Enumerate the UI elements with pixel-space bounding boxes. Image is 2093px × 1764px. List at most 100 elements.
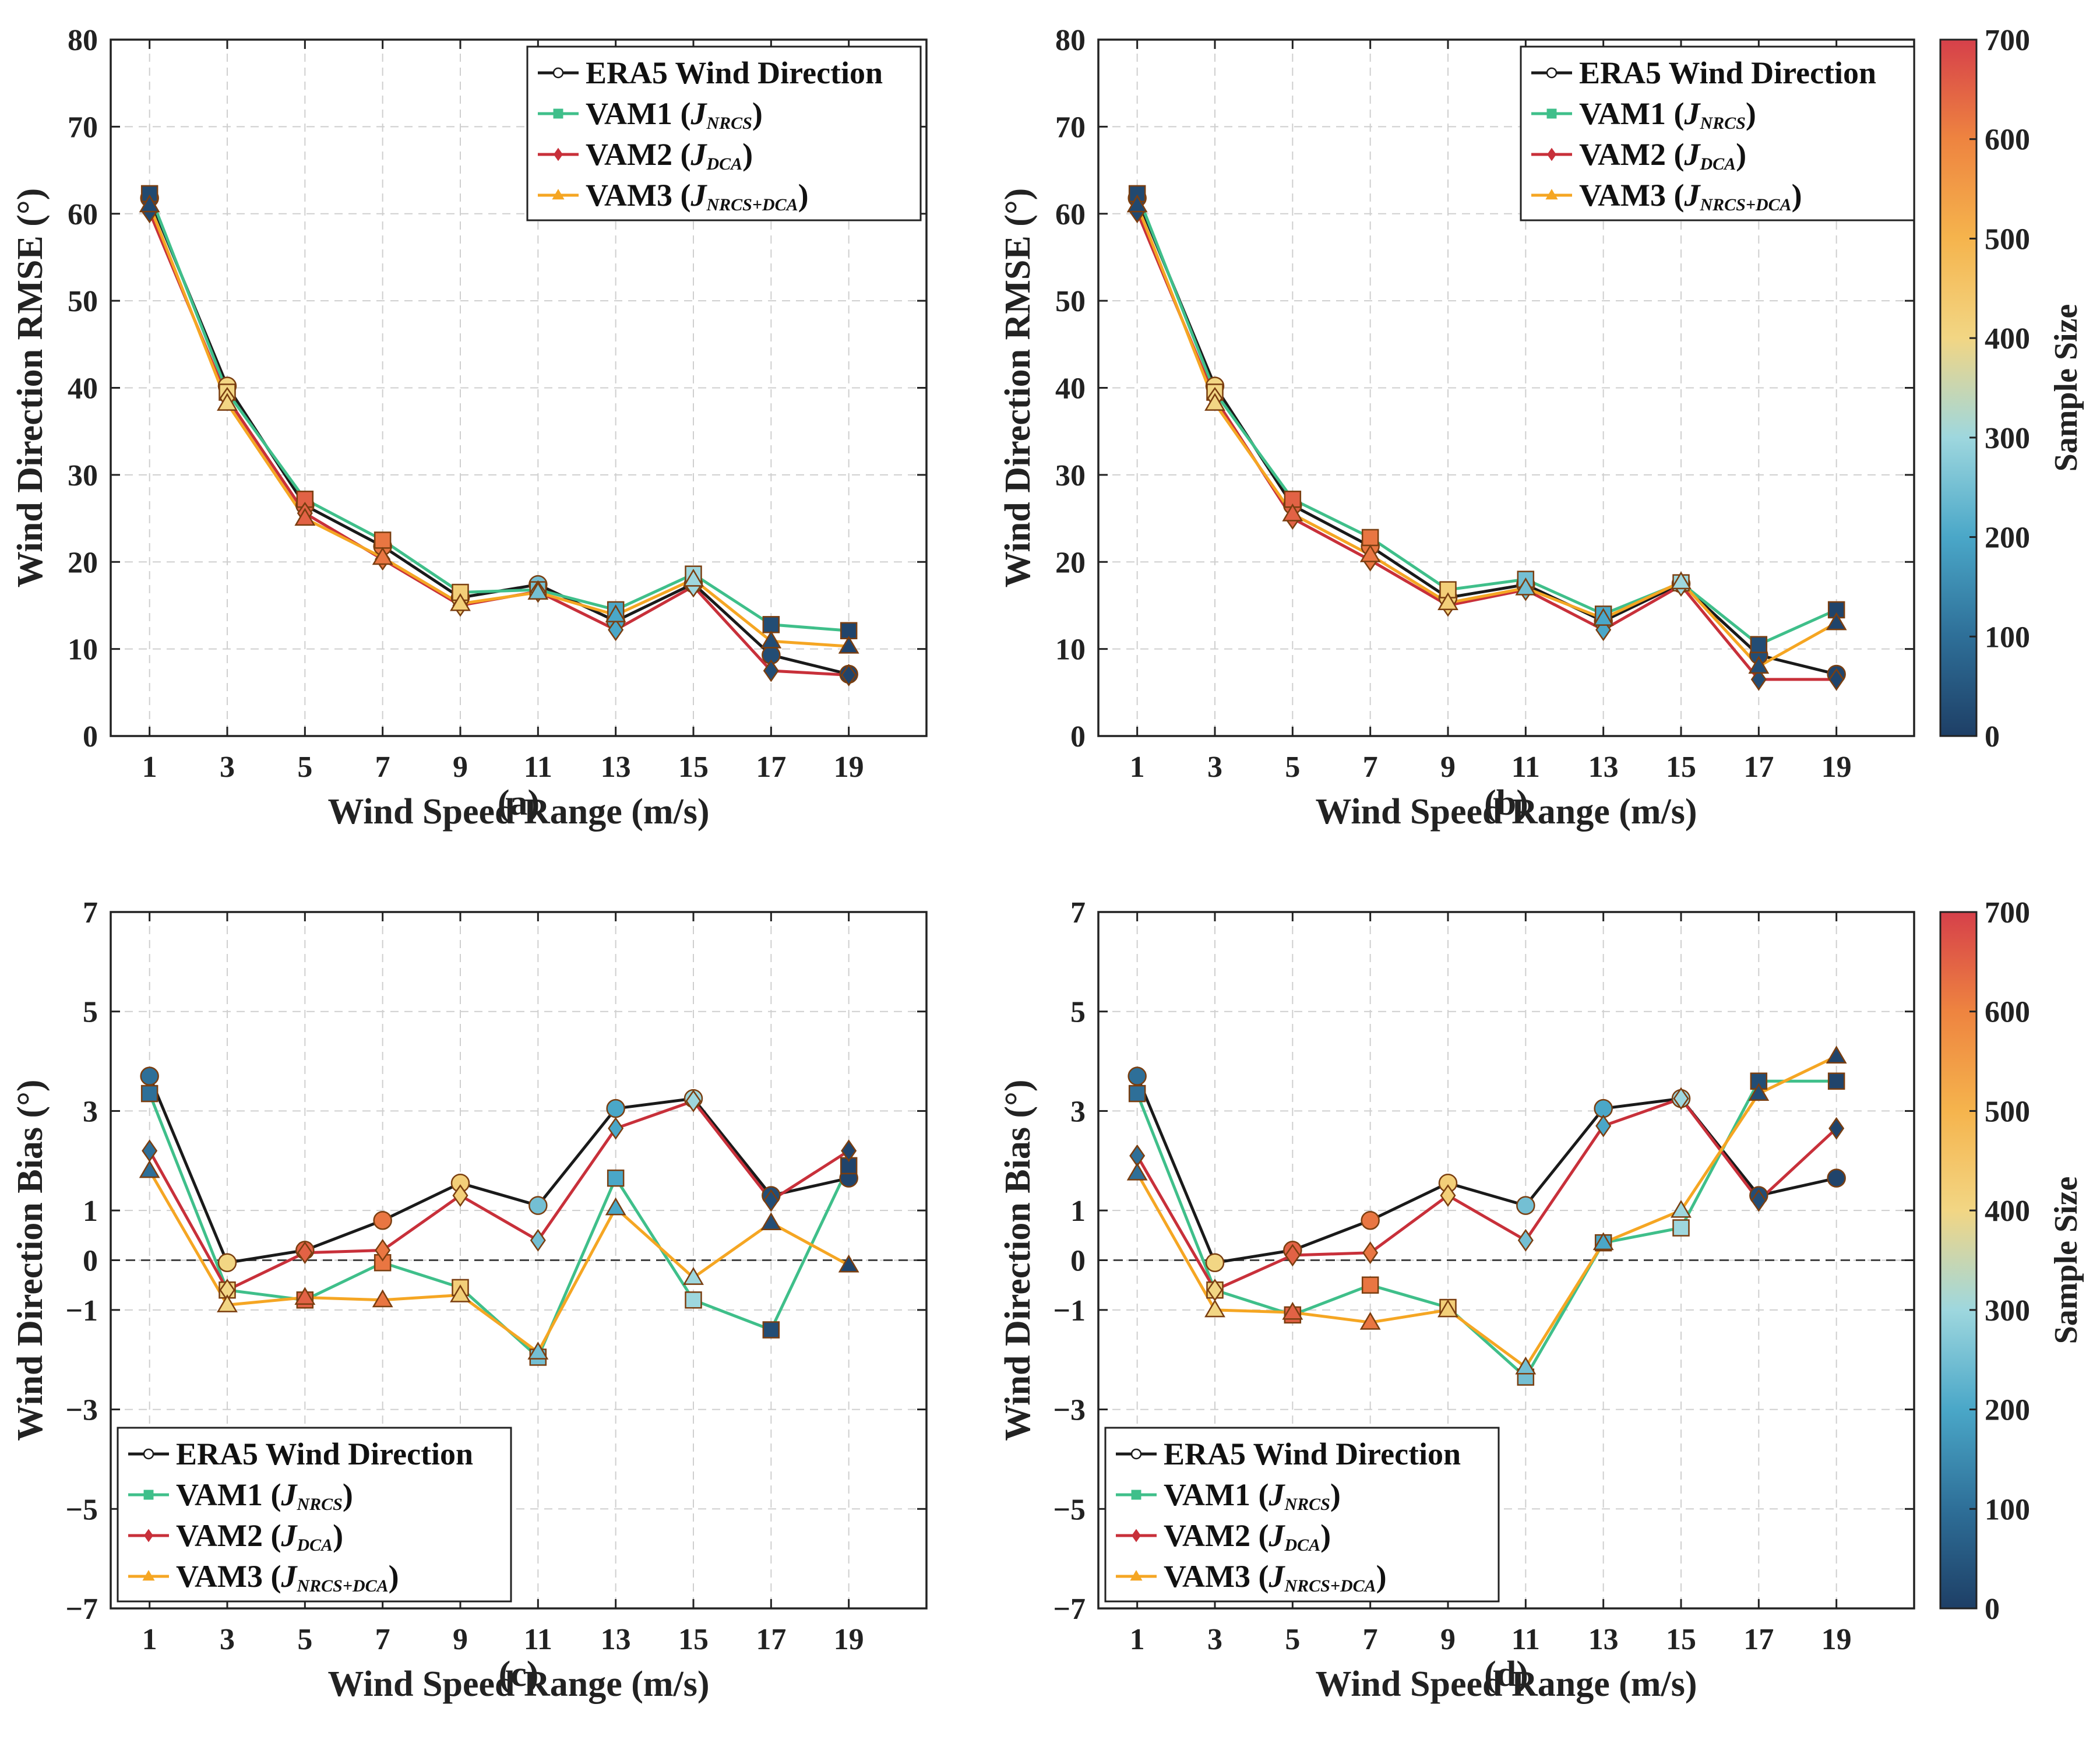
legend-entry-sub: DCA: [1699, 154, 1736, 174]
legend-box: [1104, 1427, 1500, 1603]
data-point-triangle: [372, 547, 393, 565]
legend-entry: VAM1 (JNRCS): [1579, 96, 1756, 133]
data-point-diamond: [1750, 1189, 1767, 1212]
legend-box: [117, 1427, 512, 1603]
legend-entry: VAM2 (JDCA): [586, 137, 753, 174]
legend-marker-triangle: [1130, 1570, 1143, 1581]
data-point-triangle: [139, 194, 160, 213]
legend-entry-close: ): [1376, 1559, 1387, 1594]
colorbar-tick-label: 500: [1985, 1095, 2030, 1128]
data-point-diamond: [608, 618, 624, 642]
x-axis-label: Wind Speed Range (m/s): [327, 792, 709, 832]
legend-entry: ERA5 Wind Direction: [1164, 1436, 1461, 1471]
panel-label: (b): [1484, 783, 1528, 823]
legend-entry: VAM1 (JNRCS): [176, 1477, 353, 1514]
x-tick-label: 3: [1207, 1623, 1222, 1656]
legend-entry-main: ERA5 Wind Direction: [176, 1436, 473, 1471]
data-point-triangle: [450, 1284, 471, 1302]
legend-entry-sub: NRCS: [1699, 114, 1745, 133]
x-tick-label: 9: [453, 751, 468, 784]
legend-entry-j: J: [1683, 96, 1701, 131]
y-tick-label: 20: [1055, 546, 1086, 579]
y-tick-label: 60: [1055, 198, 1086, 231]
legend-entry-sub: NRCS+DCA: [296, 1576, 388, 1596]
y-tick-label: −5: [1053, 1493, 1086, 1526]
y-tick-label: −3: [1053, 1394, 1086, 1427]
x-tick-label: 15: [678, 751, 709, 784]
colorbar-label: Sample Size: [2048, 304, 2084, 472]
data-point-triangle: [1671, 1199, 1692, 1218]
data-point-diamond: [608, 1117, 624, 1140]
data-point-diamond: [297, 1241, 313, 1265]
data-point-triangle: [1748, 1083, 1770, 1101]
panel-label: (c): [499, 1654, 539, 1694]
y-tick-label: 0: [83, 1245, 98, 1278]
legend-entry-j: J: [1268, 1477, 1285, 1512]
y-tick-label: 30: [68, 459, 98, 492]
x-tick-label: 1: [1130, 1623, 1145, 1656]
data-point-square: [374, 531, 392, 549]
data-point-square: [762, 616, 780, 633]
data-point-diamond: [1673, 1087, 1689, 1110]
legend-entry-close: ): [1320, 1518, 1331, 1553]
x-tick-label: 3: [220, 1623, 235, 1656]
legend-entry-main: VAM3 (: [1579, 178, 1684, 213]
x-tick-label: 13: [601, 1623, 631, 1656]
legend-entry: ERA5 Wind Direction: [1579, 55, 1876, 90]
data-point-triangle: [450, 593, 471, 611]
data-point-triangle: [1592, 608, 1614, 626]
data-point-triangle: [1671, 571, 1692, 590]
legend-entry-close: ): [1330, 1477, 1341, 1512]
data-point-diamond: [1284, 1244, 1301, 1267]
data-point-diamond: [1828, 668, 1845, 691]
data-point-diamond: [1440, 1184, 1456, 1207]
legend-entry-j: J: [280, 1518, 298, 1553]
y-tick-label: −1: [1053, 1294, 1086, 1328]
x-axis-label: Wind Speed Range (m/s): [327, 1664, 709, 1704]
y-tick-label: 7: [83, 896, 98, 929]
legend-entry-sub: NRCS: [706, 114, 752, 133]
legend-entry-j: J: [690, 96, 707, 131]
data-point-triangle: [372, 1289, 393, 1308]
x-axis-label: Wind Speed Range (m/s): [1315, 792, 1697, 832]
data-point-circle: [606, 1098, 625, 1118]
data-point-square: [1128, 1085, 1146, 1103]
data-point-triangle: [605, 604, 626, 622]
x-tick-label: 5: [1285, 1623, 1300, 1656]
legend: ERA5 Wind Direction VAM1 (JNRCS) VAM2 (JDC…: [1520, 45, 1915, 221]
legend-marker-triangle: [552, 189, 565, 200]
legend-entry-sub: NRCS: [296, 1495, 342, 1514]
data-point-triangle: [760, 630, 782, 649]
legend-entry-close: ): [389, 1559, 399, 1594]
legend-marker-triangle: [142, 1570, 155, 1581]
data-point-diamond: [530, 1228, 546, 1252]
colorbar-gradient: [1939, 38, 1978, 737]
y-tick-label: 0: [1070, 720, 1086, 754]
series-line-square: [1136, 193, 1837, 647]
legend-entry: VAM3 (JNRCS+DCA): [176, 1559, 399, 1596]
y-tick-label: 10: [1055, 633, 1086, 667]
y-axis-label: Wind Direction RMSE (°): [998, 188, 1038, 588]
legend-entry: VAM2 (JDCA): [1579, 137, 1746, 174]
data-point-diamond: [1750, 668, 1767, 691]
data-point-triangle: [217, 393, 238, 411]
y-tick-label: 50: [68, 285, 98, 318]
y-tick-label: 3: [83, 1095, 98, 1128]
colorbar: 0 100 200 300 400 500 600 700 Sample Size: [1939, 896, 2084, 1626]
colorbar-gradient: [1939, 911, 1978, 1610]
x-tick-label: 7: [1363, 751, 1378, 784]
data-point-triangle: [1282, 503, 1303, 522]
data-point-triangle: [1204, 393, 1225, 411]
data-point-triangle: [838, 635, 859, 654]
data-point-circle: [373, 1210, 392, 1230]
data-point-circle: [1127, 1066, 1147, 1086]
data-point-triangle: [527, 582, 549, 600]
legend-entry-main: VAM2 (: [586, 137, 690, 172]
y-tick-label: 0: [83, 720, 98, 754]
